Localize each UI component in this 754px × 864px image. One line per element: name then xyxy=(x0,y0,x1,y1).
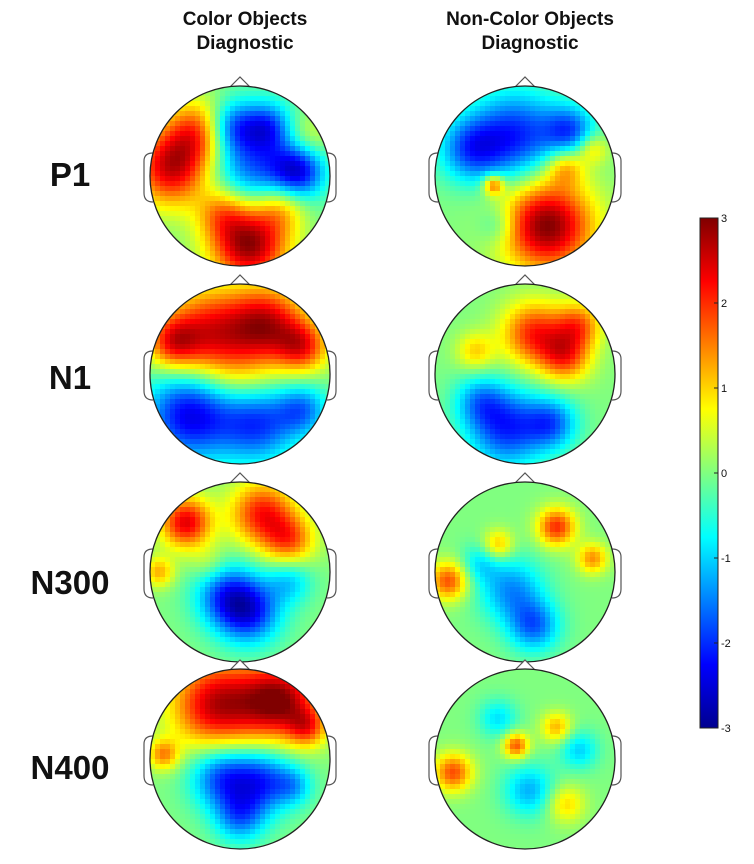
topomap-noncolor-n400 xyxy=(420,654,630,864)
colorbar-tick-label: 0 xyxy=(721,468,727,480)
colorbar-tick-label: 1 xyxy=(721,383,727,395)
colorbar-tick-label: -2 xyxy=(721,638,731,650)
row-label-n1: N1 xyxy=(0,358,140,398)
topomap-noncolor-n1 xyxy=(420,269,630,479)
colorbar-tick-label: 3 xyxy=(721,213,727,225)
topomap-noncolor-p1 xyxy=(420,71,630,281)
colorbar-tick-label: -1 xyxy=(721,553,731,565)
colorbar-tick-label: 2 xyxy=(721,298,727,310)
colorbar-tick-label: -3 xyxy=(721,723,731,735)
row-label-n300: N300 xyxy=(0,563,140,603)
column-title-line: Diagnostic xyxy=(425,32,635,56)
column-title-line: Non-Color Objects xyxy=(425,8,635,32)
column-title-line: Diagnostic xyxy=(140,32,350,56)
topomap-color-n400 xyxy=(135,654,345,864)
topomap-noncolor-n300 xyxy=(420,467,630,677)
row-label-p1: P1 xyxy=(0,155,140,195)
topomap-color-n300 xyxy=(135,467,345,677)
column-title-color: Color Objects Diagnostic xyxy=(140,8,350,56)
row-label-n400: N400 xyxy=(0,748,140,788)
column-title-noncolor: Non-Color Objects Diagnostic xyxy=(425,8,635,56)
topomap-color-n1 xyxy=(135,269,345,479)
column-title-line: Color Objects xyxy=(140,8,350,32)
topomap-color-p1 xyxy=(135,71,345,281)
colorbar: 3 2 1 0 -1 -2 -3 xyxy=(700,214,754,734)
